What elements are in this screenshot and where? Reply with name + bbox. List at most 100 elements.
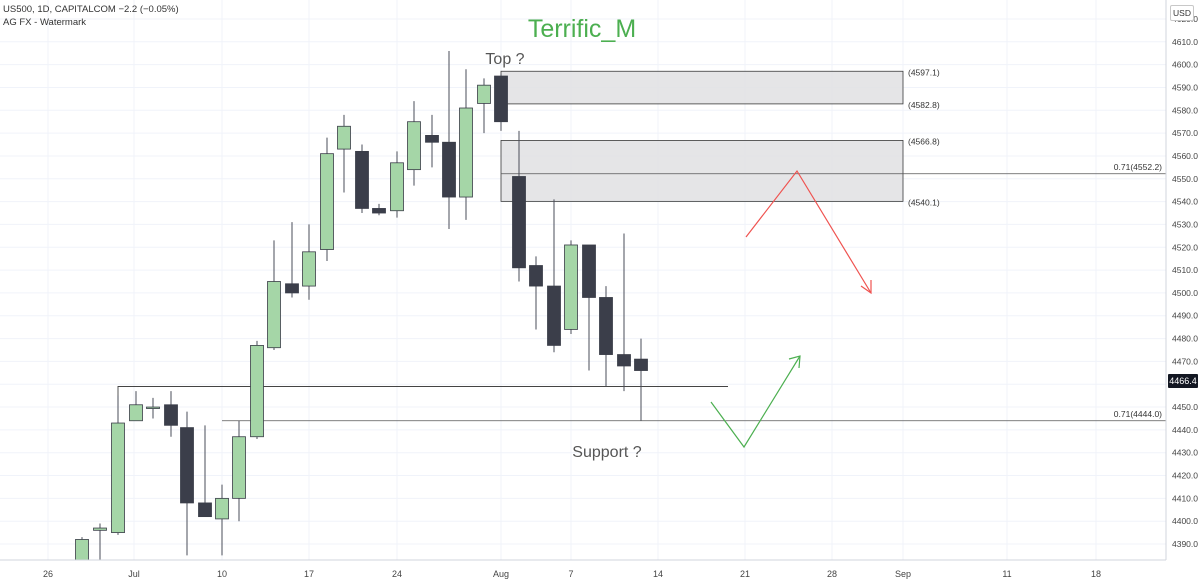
candle bbox=[180, 411, 194, 556]
last-price-label: 4466.4 bbox=[1168, 374, 1198, 388]
candle-body-up bbox=[390, 162, 404, 212]
candle-body-down bbox=[582, 244, 596, 298]
candle bbox=[617, 233, 631, 392]
time-tick-label: Jul bbox=[128, 569, 140, 579]
candle-body-down bbox=[372, 208, 386, 214]
candle-body-up bbox=[320, 153, 334, 250]
bullish-projection-arrow bbox=[710, 355, 801, 449]
candle bbox=[582, 244, 596, 371]
candle bbox=[320, 137, 334, 261]
candle-body-down bbox=[355, 150, 369, 209]
candle bbox=[425, 114, 439, 168]
price-axis-bg bbox=[1166, 0, 1200, 582]
currency-button[interactable]: USD bbox=[1170, 5, 1194, 21]
candle bbox=[267, 240, 281, 350]
candle-body-up bbox=[302, 251, 316, 287]
time-tick-label: 18 bbox=[1091, 569, 1101, 579]
price-tick-label: 4530.0 bbox=[1172, 219, 1198, 229]
candle bbox=[198, 425, 212, 518]
candle bbox=[337, 114, 351, 193]
candle bbox=[529, 256, 543, 330]
price-tick-label: 4590.0 bbox=[1172, 82, 1198, 92]
zone-label: (4566.8) bbox=[908, 136, 940, 146]
candle bbox=[494, 73, 508, 131]
projection-arrows bbox=[710, 169, 872, 449]
candle bbox=[232, 420, 246, 522]
time-tick-label: 17 bbox=[304, 569, 314, 579]
candle-body-up bbox=[267, 281, 281, 349]
price-tick-label: 4550.0 bbox=[1172, 174, 1198, 184]
price-tick-label: 4410.0 bbox=[1172, 493, 1198, 503]
candle bbox=[442, 50, 456, 229]
price-tick-label: 4570.0 bbox=[1172, 128, 1198, 138]
support-line bbox=[117, 386, 728, 417]
candle bbox=[564, 240, 578, 335]
time-tick-label: 14 bbox=[653, 569, 663, 579]
price-tick-label: 4520.0 bbox=[1172, 242, 1198, 252]
candle bbox=[146, 397, 160, 419]
candle bbox=[390, 151, 404, 218]
indicator-legend[interactable]: AG FX - Watermark bbox=[3, 17, 87, 28]
candle-body-down bbox=[164, 404, 178, 426]
candle-body-down bbox=[180, 427, 194, 504]
time-axis-bg bbox=[0, 560, 1200, 582]
price-zones: (4597.1) (4582.8) (4566.8) (4540.1) bbox=[500, 67, 940, 207]
candle-body-down bbox=[547, 285, 561, 346]
candle bbox=[512, 130, 526, 282]
candle-body-up bbox=[337, 125, 351, 150]
price-tick-label: 4500.0 bbox=[1172, 288, 1198, 298]
bullish-arrowhead bbox=[788, 355, 801, 369]
candle-body-down bbox=[425, 135, 439, 143]
candle-body-up bbox=[477, 84, 491, 104]
zone-label: (4582.8) bbox=[908, 100, 940, 110]
price-tick-label: 4540.0 bbox=[1172, 197, 1198, 207]
candle bbox=[215, 484, 229, 556]
candle bbox=[302, 224, 316, 300]
price-tick-label: 4390.0 bbox=[1172, 539, 1198, 549]
candle bbox=[111, 395, 125, 535]
supply-zone bbox=[500, 70, 904, 105]
candle-body-down bbox=[634, 358, 648, 371]
price-tick-label: 4490.0 bbox=[1172, 311, 1198, 321]
price-axis: 4390.0 4400.0 4410.0 4420.0 4430.0 4440.0 4450… bbox=[1165, 0, 1200, 582]
bearish-projection-arrow bbox=[745, 169, 872, 294]
price-tick-label: 4440.0 bbox=[1172, 425, 1198, 435]
candle-body-down bbox=[617, 354, 631, 367]
candle-body-down bbox=[198, 502, 212, 518]
time-tick-label: Sep bbox=[895, 569, 911, 579]
candle bbox=[634, 338, 648, 421]
candle bbox=[355, 144, 369, 214]
candle-body-up bbox=[407, 121, 421, 171]
candle-body-down bbox=[285, 283, 299, 294]
price-tick-label: 4510.0 bbox=[1172, 265, 1198, 275]
time-tick-label: 26 bbox=[43, 569, 53, 579]
price-tick-label: 4600.0 bbox=[1172, 60, 1198, 70]
candle-body-down bbox=[529, 265, 543, 287]
time-tick-label: 10 bbox=[217, 569, 227, 579]
candle-body-up bbox=[459, 107, 473, 198]
candle-body-up bbox=[232, 436, 246, 499]
price-tick-label: 4450.0 bbox=[1172, 402, 1198, 412]
candle-body-down bbox=[599, 297, 613, 355]
symbol-legend[interactable]: US500, 1D, CAPITALCOM −2.2 (−0.05%) bbox=[3, 4, 179, 15]
candle-body-down bbox=[512, 176, 526, 269]
candle-body-up bbox=[75, 539, 89, 561]
time-tick-label: 28 bbox=[827, 569, 837, 579]
candle-body-up bbox=[111, 422, 125, 534]
candle-body-up bbox=[129, 404, 143, 422]
candle bbox=[547, 199, 561, 353]
candle bbox=[250, 340, 264, 440]
price-tick-label: 4480.0 bbox=[1172, 334, 1198, 344]
candle-body-up bbox=[93, 527, 107, 531]
price-tick-label: 4560.0 bbox=[1172, 151, 1198, 161]
candle-body-down bbox=[442, 141, 456, 198]
fib-level-label: 0.71(4552.2) bbox=[1114, 162, 1162, 172]
candle-body-up bbox=[146, 406, 160, 409]
price-tick-label: 4400.0 bbox=[1172, 516, 1198, 526]
candle-body-up bbox=[215, 497, 229, 520]
watermark-title: Terrific_M bbox=[528, 15, 636, 43]
bearish-arrowhead bbox=[860, 280, 872, 295]
price-tick-label: 4580.0 bbox=[1172, 105, 1198, 115]
candle bbox=[459, 69, 473, 220]
